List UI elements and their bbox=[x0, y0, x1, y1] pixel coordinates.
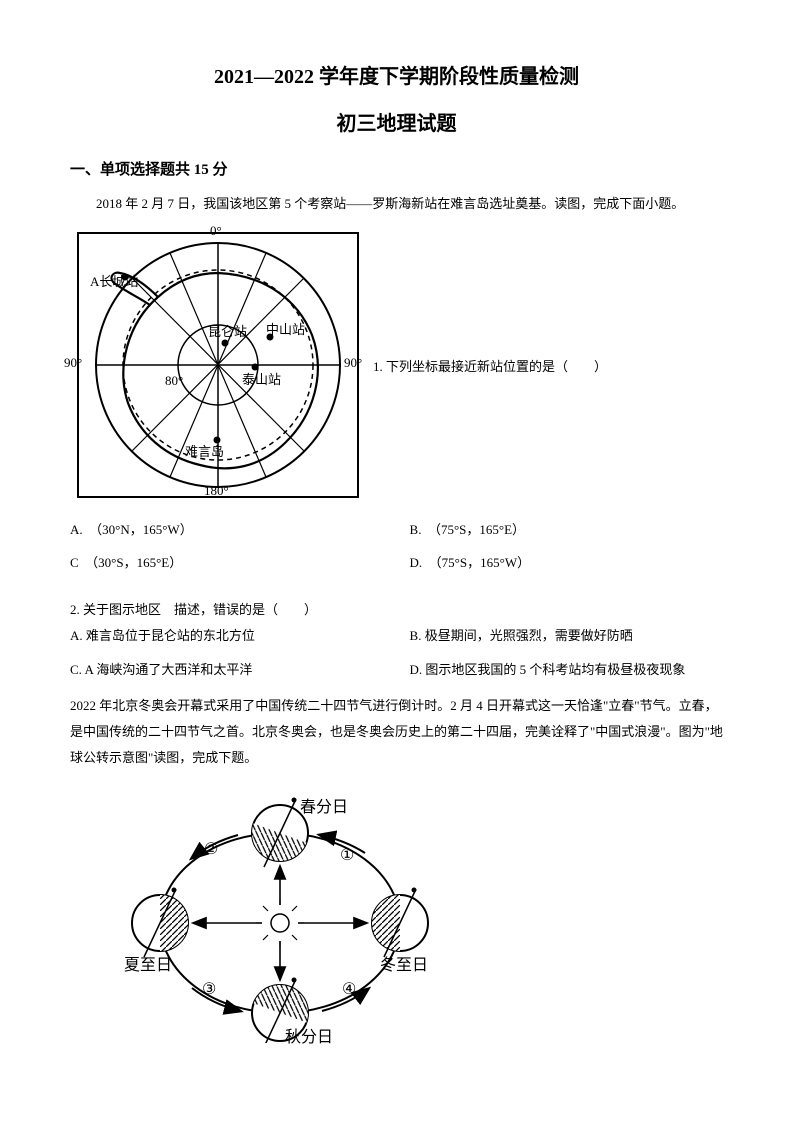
earth-orbit-svg bbox=[130, 783, 430, 1043]
deg-right: 90° bbox=[344, 355, 362, 371]
q1-option-b: B. （75°S，165°E） bbox=[410, 519, 723, 538]
q2-prompt: 2. 关于图示地区 描述，错误的是（ ） bbox=[70, 597, 723, 623]
intro-passage: 2018 年 2 月 7 日，我国该地区第 5 个考察站——罗斯海新站在难言岛选… bbox=[70, 191, 723, 217]
antarctica-map-figure: 0° 90° 90° 180° 80° A长城站 昆仑站 中山站 泰山站 难言岛 bbox=[70, 225, 365, 505]
label-qiufen: 秋分日 bbox=[285, 1023, 333, 1047]
orbit-num-2: ② bbox=[204, 839, 218, 859]
deg-inner: 80° bbox=[165, 373, 183, 389]
station-kunlun: 昆仑站 bbox=[208, 321, 247, 340]
antarctica-map-svg bbox=[70, 225, 365, 505]
deg-bottom: 180° bbox=[204, 483, 229, 499]
station-changcheng: A长城站 bbox=[90, 271, 138, 290]
question-1-row: 0° 90° 90° 180° 80° A长城站 昆仑站 中山站 泰山站 难言岛… bbox=[70, 225, 723, 505]
q2-option-c: C. A 海峡沟通了大西洋和太平洋 bbox=[70, 657, 410, 683]
station-zhongshan: 中山站 bbox=[266, 319, 305, 338]
deg-top: 0° bbox=[210, 223, 222, 239]
q1-option-a: A. （30°N，165°W） bbox=[70, 519, 410, 538]
q2-options: A. 难言岛位于昆仑站的东北方位 B. 极昼期间，光照强烈，需要做好防晒 C. … bbox=[70, 623, 723, 691]
q1-options: A. （30°N，165°W） C （30°S，165°E） B. （75°S，… bbox=[70, 519, 723, 585]
station-taishan: 泰山站 bbox=[242, 369, 281, 388]
q2-option-d: D. 图示地区我国的 5 个科考站均有极昼极夜现象 bbox=[410, 657, 723, 683]
section-heading: 一、单项选择题共 15 分 bbox=[70, 158, 723, 179]
orbit-num-3: ③ bbox=[202, 979, 216, 999]
q2-option-a: A. 难言岛位于昆仑站的东北方位 bbox=[70, 623, 410, 649]
passage-2: 2022 年北京冬奥会开幕式采用了中国传统二十四节气进行倒计时。2 月 4 日开… bbox=[70, 693, 723, 771]
main-title: 2021—2022 学年度下学期阶段性质量检测 bbox=[70, 60, 723, 89]
earth-orbit-figure: 春分日 夏至日 秋分日 冬至日 ① ② ③ ④ bbox=[130, 783, 430, 1043]
orbit-num-1: ① bbox=[340, 845, 354, 865]
label-dongzhi: 冬至日 bbox=[380, 951, 428, 975]
station-nanyan: 难言岛 bbox=[185, 441, 224, 460]
label-xiazhi: 夏至日 bbox=[124, 951, 172, 975]
q2-option-b: B. 极昼期间，光照强烈，需要做好防晒 bbox=[410, 623, 723, 649]
orbit-num-4: ④ bbox=[342, 979, 356, 999]
sub-title: 初三地理试题 bbox=[70, 107, 723, 136]
q1-option-d: D. （75°S，165°W） bbox=[410, 552, 723, 571]
deg-left: 90° bbox=[64, 355, 82, 371]
label-chunfen: 春分日 bbox=[300, 793, 348, 817]
q1-prompt: 1. 下列坐标最接近新站位置的是（ ） bbox=[373, 356, 607, 375]
q1-option-c: C （30°S，165°E） bbox=[70, 552, 410, 571]
